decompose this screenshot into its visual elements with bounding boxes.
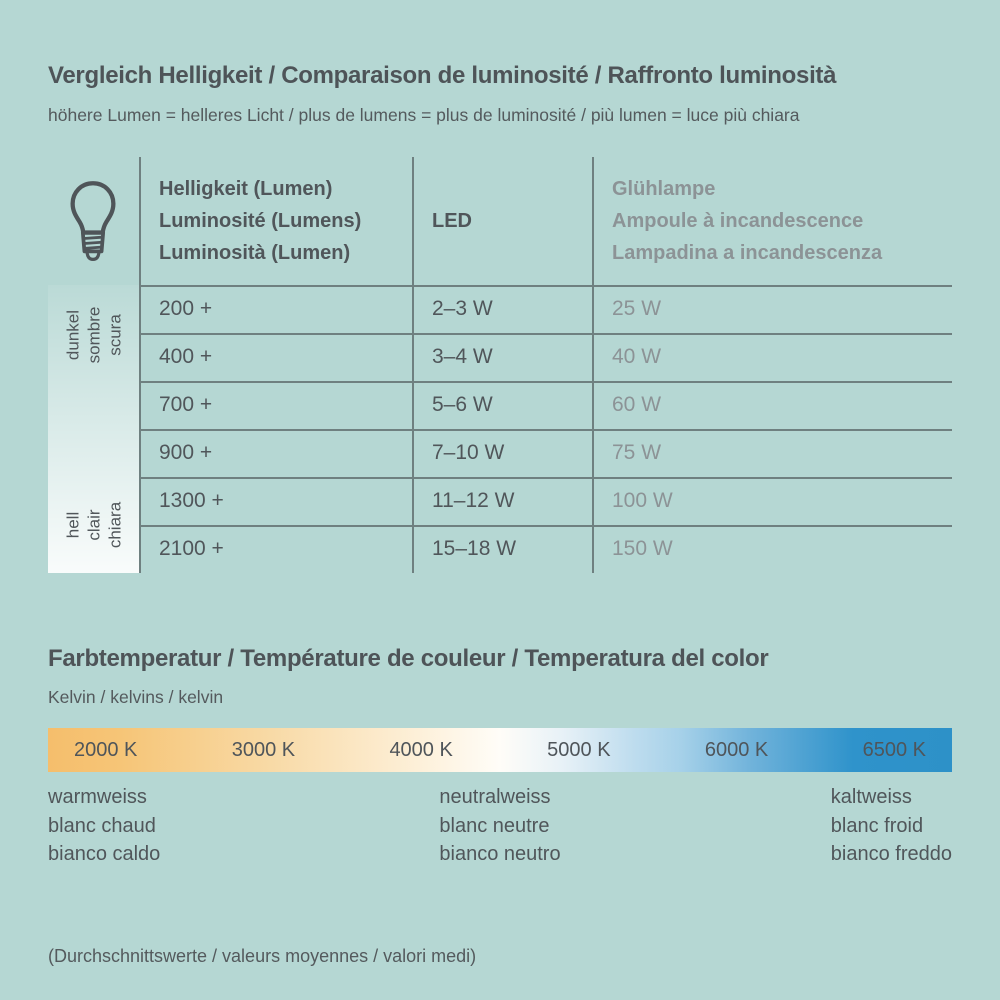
brightness-table: dunkel sombre scura hell clair chiara [48, 157, 952, 573]
scale-label-dark-it: scura [105, 314, 125, 356]
brightness-scale-strip: dunkel sombre scura hell clair chiara [48, 285, 139, 573]
table-cell-incandescent: 75 W [612, 441, 662, 464]
table-cell-incandescent: 100 W [612, 489, 673, 512]
warm-white-fr: blanc chaud [48, 814, 156, 837]
warm-white-it: bianco caldo [48, 843, 161, 865]
warm-white-label: warmweiss blanc chaud bianco caldo [48, 783, 439, 869]
scale-label-dark-de: dunkel [63, 309, 83, 361]
column-header-incandescent-de: Glühlampe [612, 178, 716, 200]
table-cell-incandescent: 25 W [612, 297, 662, 320]
table-divider-vertical-1 [139, 157, 141, 573]
kelvin-tick-6000: 6000 K [704, 738, 769, 761]
table-cell-led: 5–6 W [432, 393, 493, 416]
white-tone-labels: warmweiss blanc chaud bianco caldo neutr… [48, 783, 952, 869]
table-divider-vertical-2 [412, 157, 414, 573]
table-divider-horizontal [139, 477, 952, 479]
column-header-incandescent-fr: Ampoule à incandescence [612, 210, 864, 232]
cold-white-de: kaltweiss [830, 786, 912, 808]
table-divider-vertical-3 [592, 157, 594, 573]
neutral-white-label: neutralweiss blanc neutre bianco neutro [439, 783, 560, 869]
scale-label-light: hell clair chiara [63, 502, 126, 548]
table-cell-led: 11–12 W [432, 489, 515, 512]
column-header-lumen: Helligkeit (Lumen) Luminosité (Lumens) L… [159, 157, 361, 285]
kelvin-tick-4000: 4000 K [389, 738, 453, 761]
table-cell-lumen: 200 + [159, 297, 213, 320]
cold-white-label: kaltweiss blanc froid bianco freddo [831, 783, 952, 869]
temperature-subtitle: Kelvin / kelvins / kelvin [48, 687, 224, 707]
table-divider-horizontal [139, 381, 952, 383]
neutral-white-fr: blanc neutre [439, 814, 550, 837]
scale-label-light-fr: clair [84, 509, 104, 541]
table-cell-lumen: 400 + [159, 345, 213, 368]
table-cell-lumen: 1300 + [159, 489, 224, 512]
kelvin-tick-6500: 6500 K [862, 738, 926, 761]
table-cell-incandescent: 150 W [612, 537, 673, 560]
table-cell-incandescent: 60 W [612, 393, 662, 416]
column-header-led: LED [432, 157, 472, 285]
table-cell-led: 2–3 W [432, 297, 493, 320]
kelvin-tick-5000: 5000 K [547, 738, 611, 761]
kelvin-gradient-bar: 2000 K 3000 K 4000 K 5000 K 6000 K 6500 … [48, 728, 952, 772]
neutral-white-it: bianco neutro [439, 843, 561, 865]
column-header-lumen-fr: Luminosité (Lumens) [159, 210, 362, 232]
scale-label-light-it: chiara [105, 501, 125, 549]
column-header-lumen-de: Helligkeit (Lumen) [159, 178, 333, 200]
table-cell-led: 7–10 W [432, 441, 505, 464]
warm-white-de: warmweiss [48, 786, 147, 808]
light-bulb-icon [70, 181, 116, 261]
table-divider-horizontal [139, 525, 952, 527]
scale-label-light-de: hell [63, 511, 83, 539]
kelvin-tick-3000: 3000 K [231, 738, 296, 761]
table-divider-horizontal [139, 429, 952, 431]
column-header-led-label: LED [432, 210, 472, 232]
table-cell-led: 15–18 W [432, 537, 517, 560]
table-divider-horizontal [139, 333, 952, 335]
column-header-incandescent: Glühlampe Ampoule à incandescence Lampad… [612, 157, 882, 285]
table-cell-lumen: 2100 + [159, 537, 224, 560]
temperature-title: Farbtemperatur / Température de couleur … [48, 645, 769, 672]
table-cell-led: 3–4 W [432, 345, 493, 368]
cold-white-fr: blanc froid [830, 814, 924, 837]
scale-label-dark: dunkel sombre scura [63, 307, 126, 364]
column-header-lumen-it: Luminosità (Lumen) [159, 242, 351, 264]
table-cell-lumen: 700 + [159, 393, 213, 416]
average-values-note: (Durchschnittswerte / valeurs moyennes /… [48, 946, 477, 966]
table-divider-horizontal [139, 285, 952, 287]
table-cell-lumen: 900 + [159, 441, 213, 464]
scale-label-dark-fr: sombre [84, 306, 104, 364]
table-cell-incandescent: 40 W [612, 345, 662, 368]
brightness-title: Vergleich Helligkeit / Comparaison de lu… [48, 62, 837, 89]
neutral-white-de: neutralweiss [439, 786, 551, 808]
brightness-subtitle: höhere Lumen = helleres Licht / plus de … [48, 105, 800, 125]
cold-white-it: bianco freddo [830, 843, 952, 865]
kelvin-tick-2000: 2000 K [74, 738, 138, 761]
column-header-incandescent-it: Lampadina a incandescenza [612, 242, 883, 264]
